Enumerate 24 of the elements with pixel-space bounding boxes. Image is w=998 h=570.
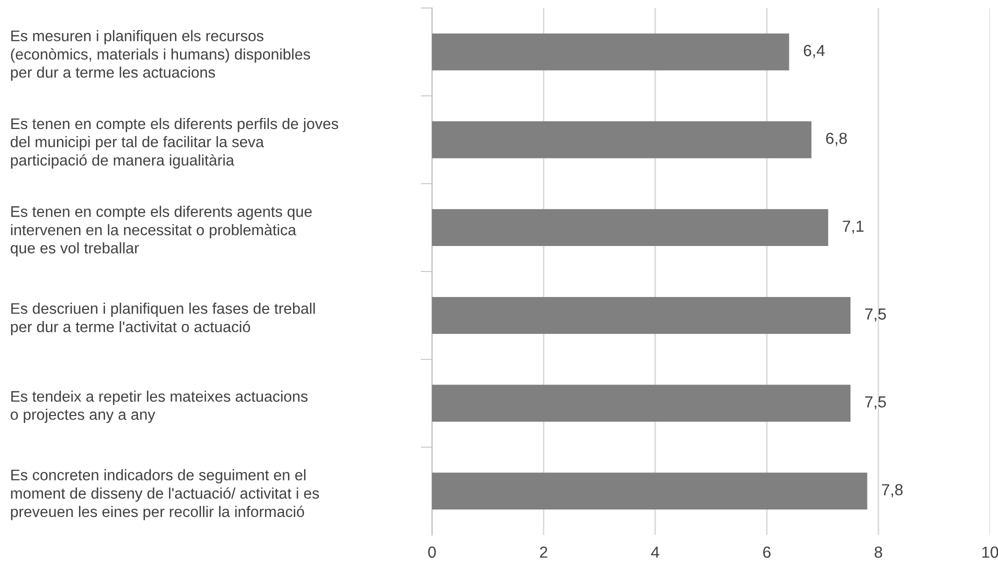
data-label: 7,5: [865, 396, 886, 410]
bar: [432, 296, 850, 334]
data-label: 6,8: [826, 132, 847, 146]
y-tick-label: Es concreten indicadors de seguiment en el moment de disseny de l'actuació/ activitat i es preveuen les eines per recollir la informació: [11, 469, 319, 520]
data-label: 7,8: [882, 484, 903, 498]
y-tick-label: Es mesuren i planifiquen els recursos (econòmics, materials i humans) disponibles per dur a terme les actuacions: [11, 30, 310, 81]
y-tick-label: Es tenen en compte els diferents perfils de joves del municipi per tal de facilitar la seva participació de manera igualitària: [10, 118, 338, 169]
bar: [432, 209, 828, 246]
y-tick-label: Es descriuen i planifiquen les fases de treball per dur a terme l'activitat o actuació: [11, 302, 315, 336]
bar: [432, 384, 850, 422]
x-tick-label: 0: [428, 546, 436, 558]
bar: [432, 121, 812, 158]
bar: [432, 33, 790, 70]
bar: [432, 472, 868, 510]
x-tick-label: 10: [982, 546, 998, 558]
y-tick-label: Es tenen en compte els diferents agents que intervenen en la necessitat o problemàtica que es vol treballar: [10, 206, 312, 256]
x-tick-label: 4: [651, 546, 660, 558]
data-label: 7,1: [842, 220, 864, 234]
x-tick-label: 8: [874, 546, 882, 558]
x-tick-label: 6: [763, 546, 771, 558]
y-tick-label: Es tendeix a repetir les mateixes actuacions o projectes any a any: [10, 390, 308, 423]
x-tick-label: 2: [540, 546, 548, 558]
data-label: 7,5: [865, 308, 886, 322]
data-label: 6,4: [804, 44, 825, 58]
